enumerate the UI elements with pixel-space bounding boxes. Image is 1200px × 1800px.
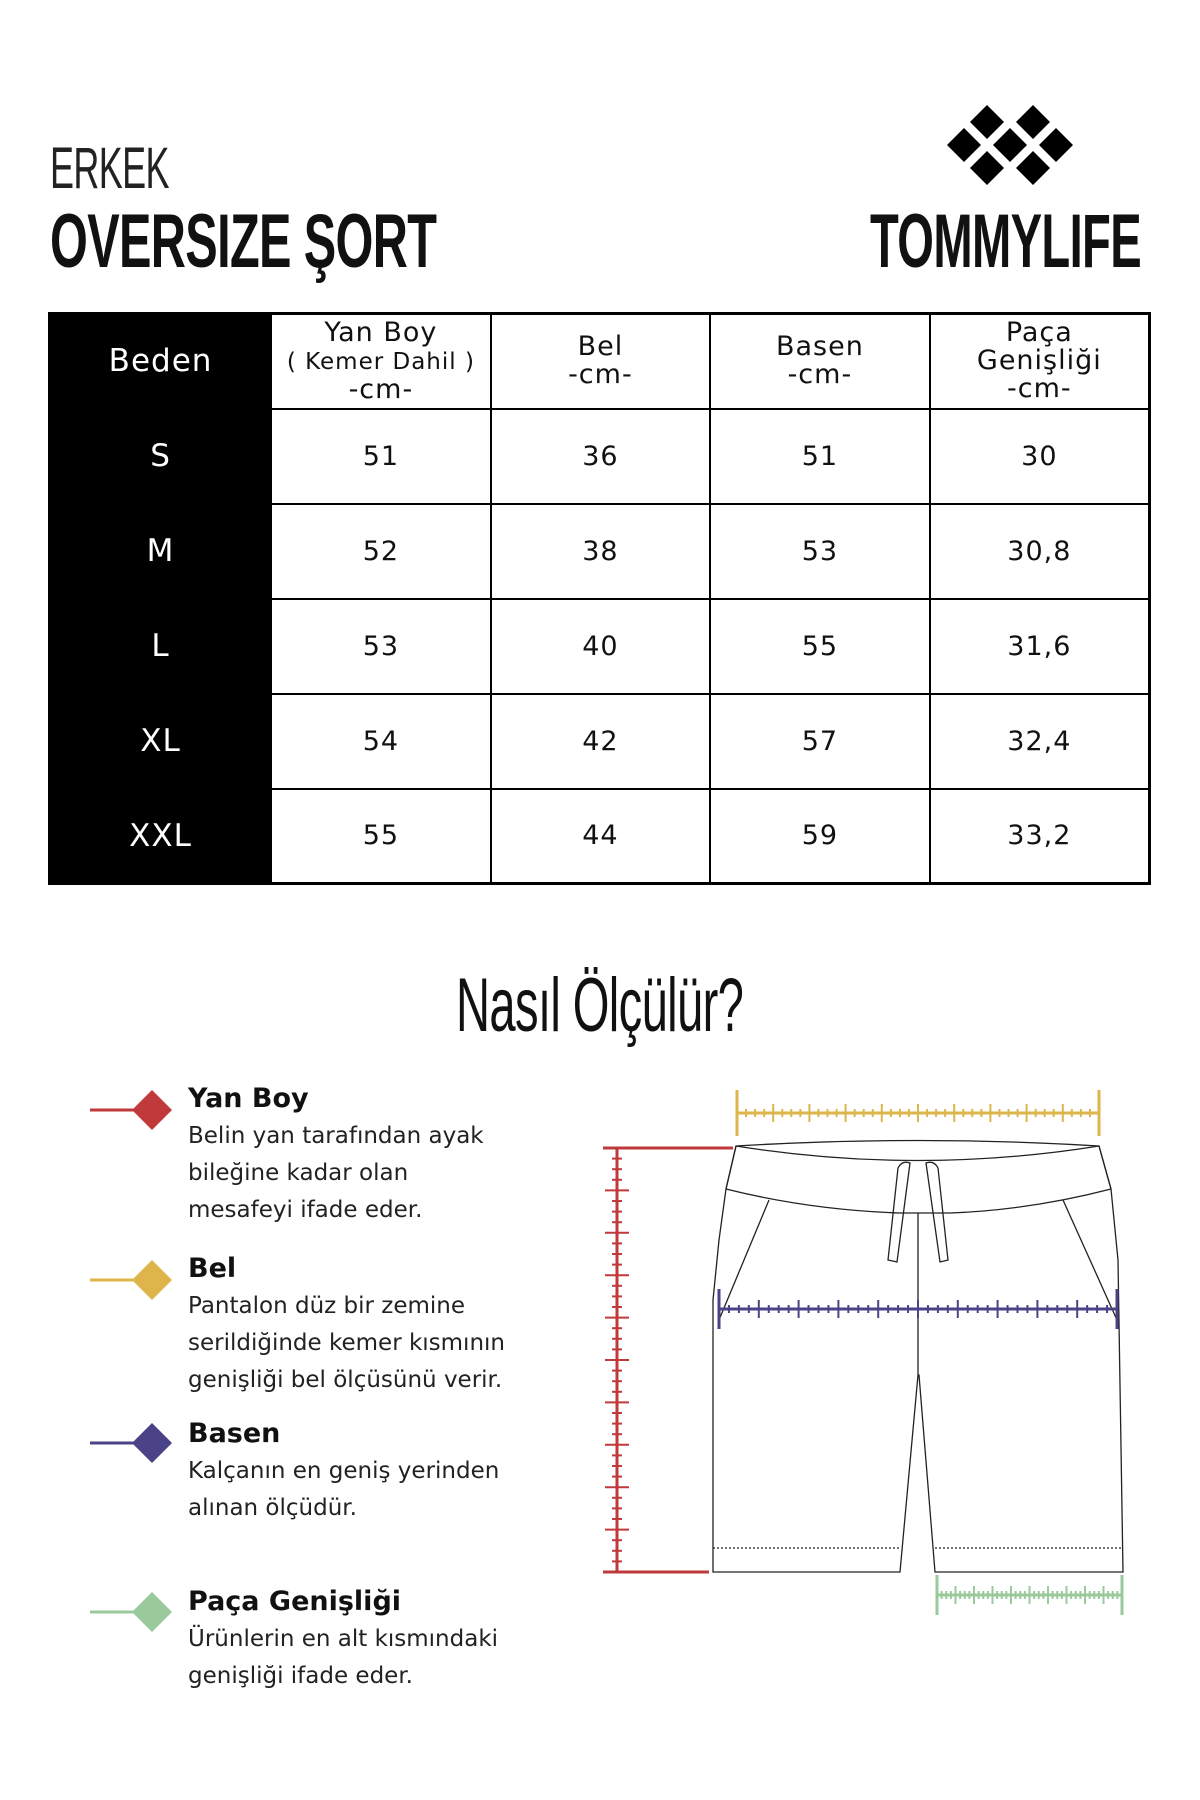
size-cell: M xyxy=(48,502,273,600)
brand-name: TOMMYLIFE xyxy=(870,199,1142,284)
measure-cell: 51 xyxy=(270,407,492,505)
measure-cell: 54 xyxy=(270,692,492,790)
paca-marker-icon xyxy=(90,1592,172,1632)
table-row: M 52 38 53 30,8 xyxy=(48,502,1151,600)
col-header-yan-boy: Yan Boy( Kemer Dahil ) -cm- xyxy=(270,312,492,410)
size-cell: XXL xyxy=(48,787,273,885)
measure-cell: 32,4 xyxy=(928,692,1151,790)
size-table: Beden Yan Boy( Kemer Dahil ) -cm- Bel -cm-… xyxy=(48,312,1151,885)
legend-basen: Basen Kalçanın en geniş yerinden alınan ö… xyxy=(188,1418,588,1527)
label: Bel xyxy=(577,331,624,363)
guide-title-text: Nasıl Ölçülür? xyxy=(456,963,744,1048)
measure-cell: 51 xyxy=(709,407,931,505)
basen-marker-icon xyxy=(90,1423,172,1463)
unit: -cm- xyxy=(348,373,414,405)
measure-cell: 40 xyxy=(489,597,712,695)
note: ( Kemer Dahil ) xyxy=(286,348,475,375)
table-row: S 51 36 51 30 xyxy=(48,407,1151,505)
brand-logo-icon xyxy=(947,105,1073,185)
measure-cell: 53 xyxy=(709,502,931,600)
size-cell: S xyxy=(48,407,273,505)
measure-cell: 38 xyxy=(489,502,712,600)
legend-title: Bel xyxy=(188,1253,237,1284)
legend-text: Pantalon düz bir zemine serildiğinde kem… xyxy=(188,1293,505,1393)
legend-text: Ürünlerin en alt kısmındaki genişliği if… xyxy=(188,1626,499,1689)
measure-cell: 44 xyxy=(489,787,712,885)
measure-cell: 30,8 xyxy=(928,502,1151,600)
guide-title: Nasıl Ölçülür? xyxy=(0,962,1200,1049)
legend-title: Basen xyxy=(188,1418,281,1449)
table-row: L 53 40 55 31,6 xyxy=(48,597,1151,695)
yan-boy-marker-icon xyxy=(90,1090,172,1130)
measure-cell: 31,6 xyxy=(928,597,1151,695)
measure-cell: 53 xyxy=(270,597,492,695)
legend-bel: Bel Pantalon düz bir zemine serildiğinde … xyxy=(188,1253,588,1399)
measure-cell: 33,2 xyxy=(928,787,1151,885)
col-header-paca: Paça Genişliği -cm- xyxy=(928,312,1151,410)
bel-marker-icon xyxy=(90,1260,172,1300)
col-header-size: Beden xyxy=(48,312,273,410)
size-cell: L xyxy=(48,597,273,695)
size-cell: XL xyxy=(48,692,273,790)
legend-yan-boy: Yan Boy Belin yan tarafından ayak bileğin… xyxy=(188,1083,588,1229)
legend-text: Kalçanın en geniş yerinden alınan ölçüdü… xyxy=(188,1458,500,1521)
legend-title: Paça Genişliği xyxy=(188,1586,402,1617)
label: Yan Boy xyxy=(324,316,438,348)
table-row: XXL 55 44 59 33,2 xyxy=(48,787,1151,885)
legend-title: Yan Boy xyxy=(188,1083,309,1114)
measure-cell: 59 xyxy=(709,787,931,885)
table-row: XL 54 42 57 32,4 xyxy=(48,692,1151,790)
label: Paça Genişliği xyxy=(976,317,1102,377)
shorts-outline-icon xyxy=(712,1139,1124,1573)
label: Basen xyxy=(775,331,864,363)
page-title: OVERSIZE ŞORT xyxy=(50,199,437,284)
unit: -cm- xyxy=(1007,373,1072,405)
measure-cell: 57 xyxy=(709,692,931,790)
unit: -cm- xyxy=(568,359,633,391)
subtitle: ERKEK xyxy=(50,136,169,201)
legend-paca: Paça Genişliği Ürünlerin en alt kısmındak… xyxy=(188,1586,588,1695)
col-header-bel: Bel -cm- xyxy=(489,312,712,410)
table-header-row: Beden Yan Boy( Kemer Dahil ) -cm- Bel -cm-… xyxy=(48,312,1151,410)
measure-cell: 36 xyxy=(489,407,712,505)
unit: -cm- xyxy=(787,359,853,391)
col-header-basen: Basen -cm- xyxy=(709,312,931,410)
legend-text: Belin yan tarafından ayak bileğine kadar… xyxy=(188,1123,484,1223)
measure-cell: 30 xyxy=(928,407,1151,505)
measure-cell: 52 xyxy=(270,502,492,600)
measure-cell: 42 xyxy=(489,692,712,790)
measure-cell: 55 xyxy=(709,597,931,695)
measure-cell: 55 xyxy=(270,787,492,885)
